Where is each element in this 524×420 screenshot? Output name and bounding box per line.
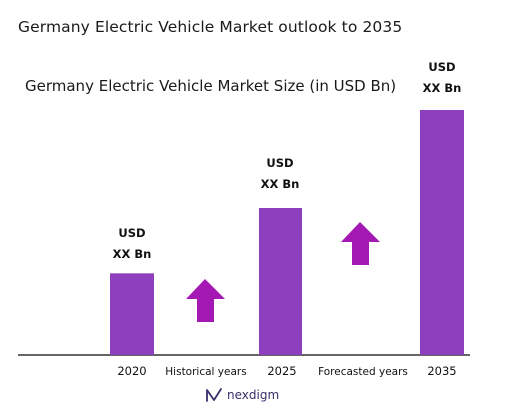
up-arrow-icon <box>186 279 225 322</box>
chart-title: Germany Electric Vehicle Market Size (in… <box>25 77 397 95</box>
x-tick-label-2020: 2020 <box>117 364 146 378</box>
bar-2035 <box>420 110 464 355</box>
data-label-2020-line1: USD <box>118 226 145 240</box>
bar-2020 <box>110 273 154 355</box>
logo-text: nexdigm <box>227 388 280 402</box>
nexdigm-logo-icon <box>206 388 222 402</box>
data-label-2020-line2: XX Bn <box>113 247 152 261</box>
data-label-2035-line2: XX Bn <box>423 81 462 95</box>
period-label-historical: Historical years <box>165 366 246 378</box>
bar-2025 <box>259 208 302 355</box>
period-label-forecasted: Forecasted years <box>318 366 408 378</box>
brand-logo: nexdigm <box>205 387 279 403</box>
page-title: Germany Electric Vehicle Market outlook … <box>18 18 403 36</box>
x-tick-label-2025: 2025 <box>267 364 296 378</box>
data-label-2025-line2: XX Bn <box>261 177 300 191</box>
data-label-2035-line1: USD <box>428 60 455 74</box>
up-arrow-icon <box>341 222 380 265</box>
x-tick-label-2035: 2035 <box>427 364 456 378</box>
data-label-2025-line1: USD <box>266 156 293 170</box>
